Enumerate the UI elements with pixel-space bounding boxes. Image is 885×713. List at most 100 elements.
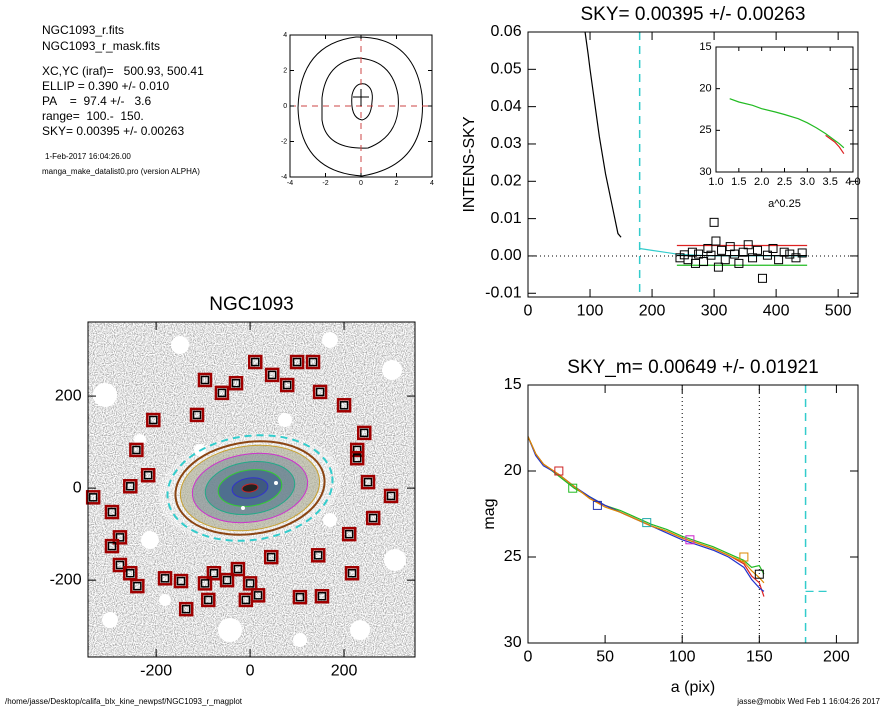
y-tick-label: 200: [55, 387, 82, 404]
mask-box-inner: [282, 380, 292, 390]
chart-title: SKY= 0.00395 +/- 0.00263: [580, 4, 805, 25]
header-line: range= 100.- 150.: [42, 109, 144, 123]
mask-box: [238, 592, 254, 608]
mask-box-inner: [200, 579, 210, 588]
plot-frame: [527, 384, 859, 644]
mask-box: [112, 530, 128, 545]
plots: -4 -2 0 2 4 -4 -2 0 2 4 SKY= 0.00395 +/- 0.00263 IN…: [50, 4, 861, 696]
chart-title: NGC1093: [209, 294, 294, 315]
contours: [290, 35, 432, 177]
mask-box-inner: [160, 574, 170, 583]
data-marker: [703, 243, 713, 253]
data-marker: [717, 245, 727, 255]
plot-frame: [715, 46, 854, 173]
x-tick-label: 3.5: [823, 176, 838, 188]
mask-box-inner: [88, 493, 98, 502]
y-axis-label: INTENS-SKY: [461, 116, 478, 212]
plot-frame: [527, 31, 859, 298]
mask-box-inner: [200, 375, 210, 385]
mask-box: [336, 398, 352, 413]
mask-box-inner: [386, 491, 396, 501]
x-tick-label: -200: [140, 663, 172, 680]
x-tick-label: 100: [669, 649, 696, 666]
mask-box: [349, 442, 365, 458]
x-tick-label: 200: [823, 649, 850, 666]
x-tick-label: 0: [359, 180, 363, 187]
x-tick-label: 200: [639, 303, 666, 320]
data-marker: [774, 255, 784, 265]
mask-box: [360, 474, 376, 490]
data-marker: [685, 535, 695, 545]
mask-box: [344, 566, 360, 581]
mask-box: [248, 354, 263, 370]
mask-box-inner: [233, 564, 243, 574]
y-tick-label: 0.04: [490, 98, 521, 115]
mask-box: [178, 601, 194, 617]
data-marker: [743, 240, 753, 250]
data-marker: [753, 245, 763, 255]
data-marker: [754, 569, 764, 579]
mask-box-inner: [192, 410, 202, 420]
y-tick-label: -2: [281, 138, 287, 145]
mask-box: [146, 412, 161, 428]
x-tick-label: 2.5: [777, 176, 792, 188]
x-tick-label: 1.0: [708, 176, 723, 188]
mask-box-inner: [352, 453, 362, 463]
data-marker: [762, 250, 772, 260]
mask-box: [242, 576, 258, 591]
mask-box-inner: [308, 357, 318, 367]
data-marker: [734, 258, 744, 268]
x-axis-label: a (pix): [671, 679, 715, 696]
header-line: NGC1093_r.fits: [42, 23, 124, 37]
mask-box: [314, 589, 330, 604]
mask-box: [357, 425, 372, 441]
mask-box: [197, 576, 213, 591]
mask-box: [112, 557, 128, 573]
data-marker: [706, 250, 716, 260]
data-marker: [699, 257, 709, 267]
mask-box: [197, 372, 213, 388]
mask-box: [230, 561, 246, 577]
mask-box-inner: [251, 357, 260, 367]
mask-box: [214, 385, 230, 401]
footer-stamp: jasse@mobix Wed Feb 1 16:04:26 2017: [736, 697, 880, 706]
header-line: XC,YC (iraf)= 500.93, 500.41: [42, 64, 204, 78]
x-tick-label: -2: [322, 180, 328, 187]
data-marker: [779, 247, 789, 257]
y-tick-label: 20: [699, 83, 711, 95]
data-marker: [730, 249, 740, 259]
mask-box: [173, 573, 189, 589]
mask-box-inner: [245, 579, 255, 588]
plot-frame: [87, 321, 416, 658]
mask-box-inner: [132, 445, 141, 455]
data-marker: [738, 247, 748, 257]
mask-box: [310, 548, 326, 563]
x-tick-label: 150: [746, 649, 773, 666]
y-tick-label: 15: [504, 376, 522, 393]
mask-box-inner: [360, 428, 369, 438]
x-tick-label: 50: [596, 649, 614, 666]
x-tick-label: 100: [577, 303, 604, 320]
data-marker: [711, 236, 721, 246]
mask-box: [365, 510, 381, 526]
x-tick-label: 200: [331, 663, 358, 680]
footer-path: /home/jasse/Desktop/califa_blx_kine_newp…: [5, 697, 243, 706]
mask-box: [263, 549, 279, 565]
mask-box-inner: [368, 513, 378, 523]
y-tick-label: 2: [283, 67, 287, 74]
mask-box-inner: [149, 415, 158, 425]
mask-box: [189, 407, 205, 423]
data-marker: [757, 273, 767, 283]
data-marker: [720, 255, 730, 265]
mask-box: [312, 384, 328, 400]
mask-box-inner: [176, 576, 186, 586]
y-tick-label: 0.02: [490, 173, 521, 190]
mask-box: [219, 572, 235, 588]
y-tick-label: -200: [50, 571, 82, 588]
mask-box-inner: [317, 592, 327, 601]
data-marker: [713, 262, 723, 272]
x-tick-label: 3.0: [800, 176, 815, 188]
data-line: [527, 436, 765, 584]
y-tick-label: 4: [283, 32, 287, 39]
x-tick-label: 300: [701, 303, 728, 320]
